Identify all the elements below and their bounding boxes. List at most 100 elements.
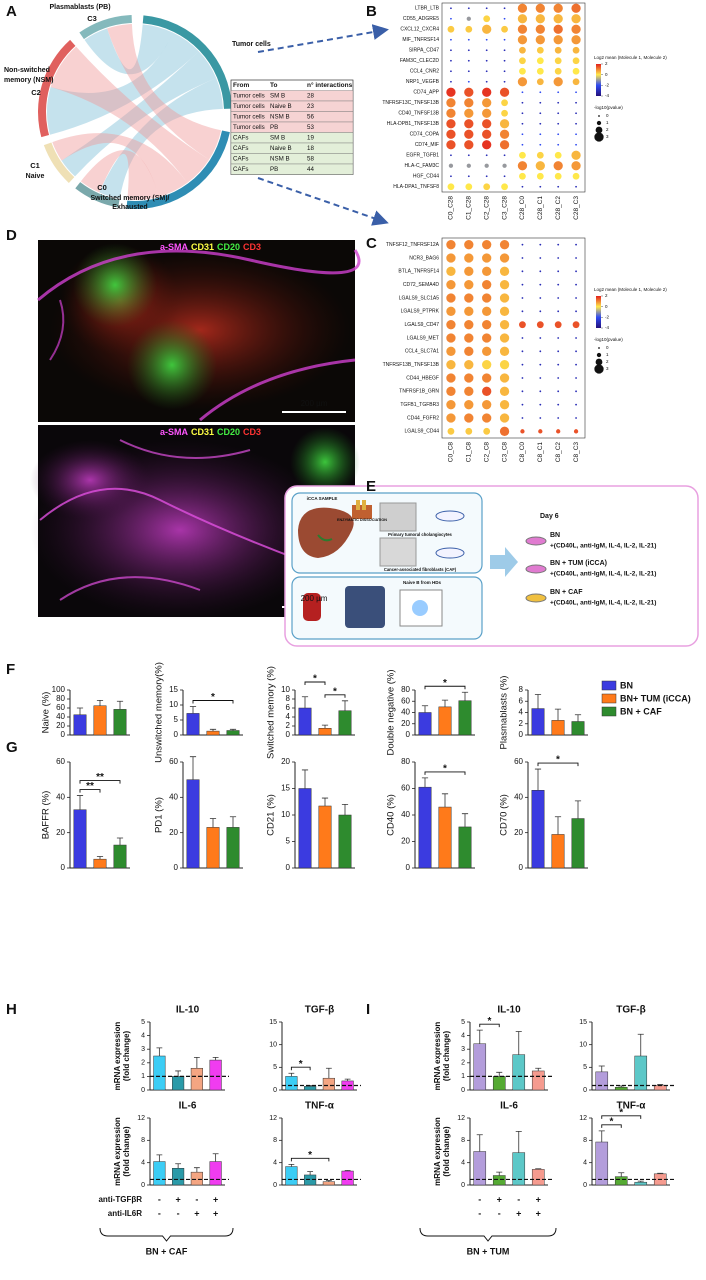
dot [467,38,470,41]
y-tick-label: 6 [519,696,524,705]
significance-label: * [313,674,317,685]
dot [482,108,492,118]
legend-title: Log2 mean (Molecule 1, Molecule 2) [594,287,667,292]
condition-name: BN [550,532,560,539]
dot [521,403,524,406]
dot [571,24,581,34]
y-tick-label: 60 [169,757,178,766]
treatment-level: + [194,1208,199,1218]
error-bar [116,837,124,846]
dot [464,306,474,316]
cluster-label: C0 [97,183,107,192]
y-tick-label: 3 [461,1046,465,1053]
dot [575,297,577,299]
table-cell: CAFs [233,166,248,173]
bar [209,1059,222,1091]
label: Day 6 [540,513,559,520]
treatment-level: + [213,1194,218,1204]
dot [517,14,528,24]
y-tick-label: 20 [56,721,65,730]
bar [322,1077,335,1091]
dot [499,333,510,343]
bar [318,728,332,736]
dot [446,240,456,250]
label: Primary tumoral cholangiocytes [388,532,452,537]
cluster-label: C2 [31,88,41,97]
significance-label: * [299,1059,303,1070]
bar [73,714,87,736]
error-bar [496,1071,503,1077]
table-cell: NSM B [270,113,290,120]
bar [153,1055,166,1091]
dot [464,373,474,383]
row-label: LGALS9_PTPRK [401,309,440,315]
dot [575,403,577,406]
column-label: C8_C0 [519,442,526,463]
dot [464,320,474,330]
dot [535,14,545,24]
dot [464,98,474,108]
table-cell: SM B [270,134,285,141]
column-label: C2_C28 [483,196,490,220]
y-tick-label: 20 [514,828,523,837]
y-tick-label: 0 [273,1182,277,1189]
dot [465,183,473,191]
dot [571,35,581,45]
treatment-level: + [213,1208,218,1218]
dot [482,119,492,129]
bar [298,707,312,736]
bar [304,1086,317,1091]
dot [575,122,577,125]
dot [539,417,542,419]
dot [464,386,474,396]
dot [553,35,563,45]
dot [575,133,577,136]
error-bar [76,707,84,715]
dot [446,98,456,108]
significance-label: * [308,1150,312,1161]
significance-label: ** [86,781,94,792]
dot [553,161,563,171]
dot [464,119,474,129]
error-bar [554,708,562,721]
y-tick-label: 80 [401,757,410,766]
table-cell: 19 [307,134,314,141]
y-tick-label: 12 [269,1115,277,1122]
y-tick-label: 8 [286,694,291,703]
group-bracket [419,1227,557,1242]
dot [519,67,526,75]
dot [517,35,528,45]
dot [519,151,526,159]
size-key [594,132,604,142]
dot [446,346,456,356]
row-label: CD44_FGFR2 [407,415,439,421]
dot [465,25,473,33]
dot [521,390,524,393]
y-tick-label: 4 [141,1032,145,1039]
significance-bracket [424,685,466,690]
row-label: EGFR_TGFB1 [406,153,439,159]
chord-ribbon [52,133,188,197]
dot [539,337,542,339]
bar [338,814,352,869]
significance-label: * [488,1016,492,1027]
dot [553,24,563,34]
chord-ribbon [50,46,210,183]
legend-label: BN + CAF [620,706,662,716]
dot [464,293,474,303]
dot [482,98,492,108]
dot [536,172,544,180]
row-label: CCL4_CNR2 [410,69,439,75]
dot [450,38,452,41]
y-tick-label: 0 [461,1087,465,1094]
table-cell: 23 [307,103,314,110]
dot [485,154,488,157]
bar [531,790,545,869]
significance-bracket [537,762,579,767]
dot [464,129,474,139]
column-label: C1_C28 [466,196,473,220]
dot [482,240,492,250]
colorbar-label: 2 [605,61,608,66]
y-axis-label: mRNA expression [113,1022,122,1091]
significance-label: * [443,678,447,689]
